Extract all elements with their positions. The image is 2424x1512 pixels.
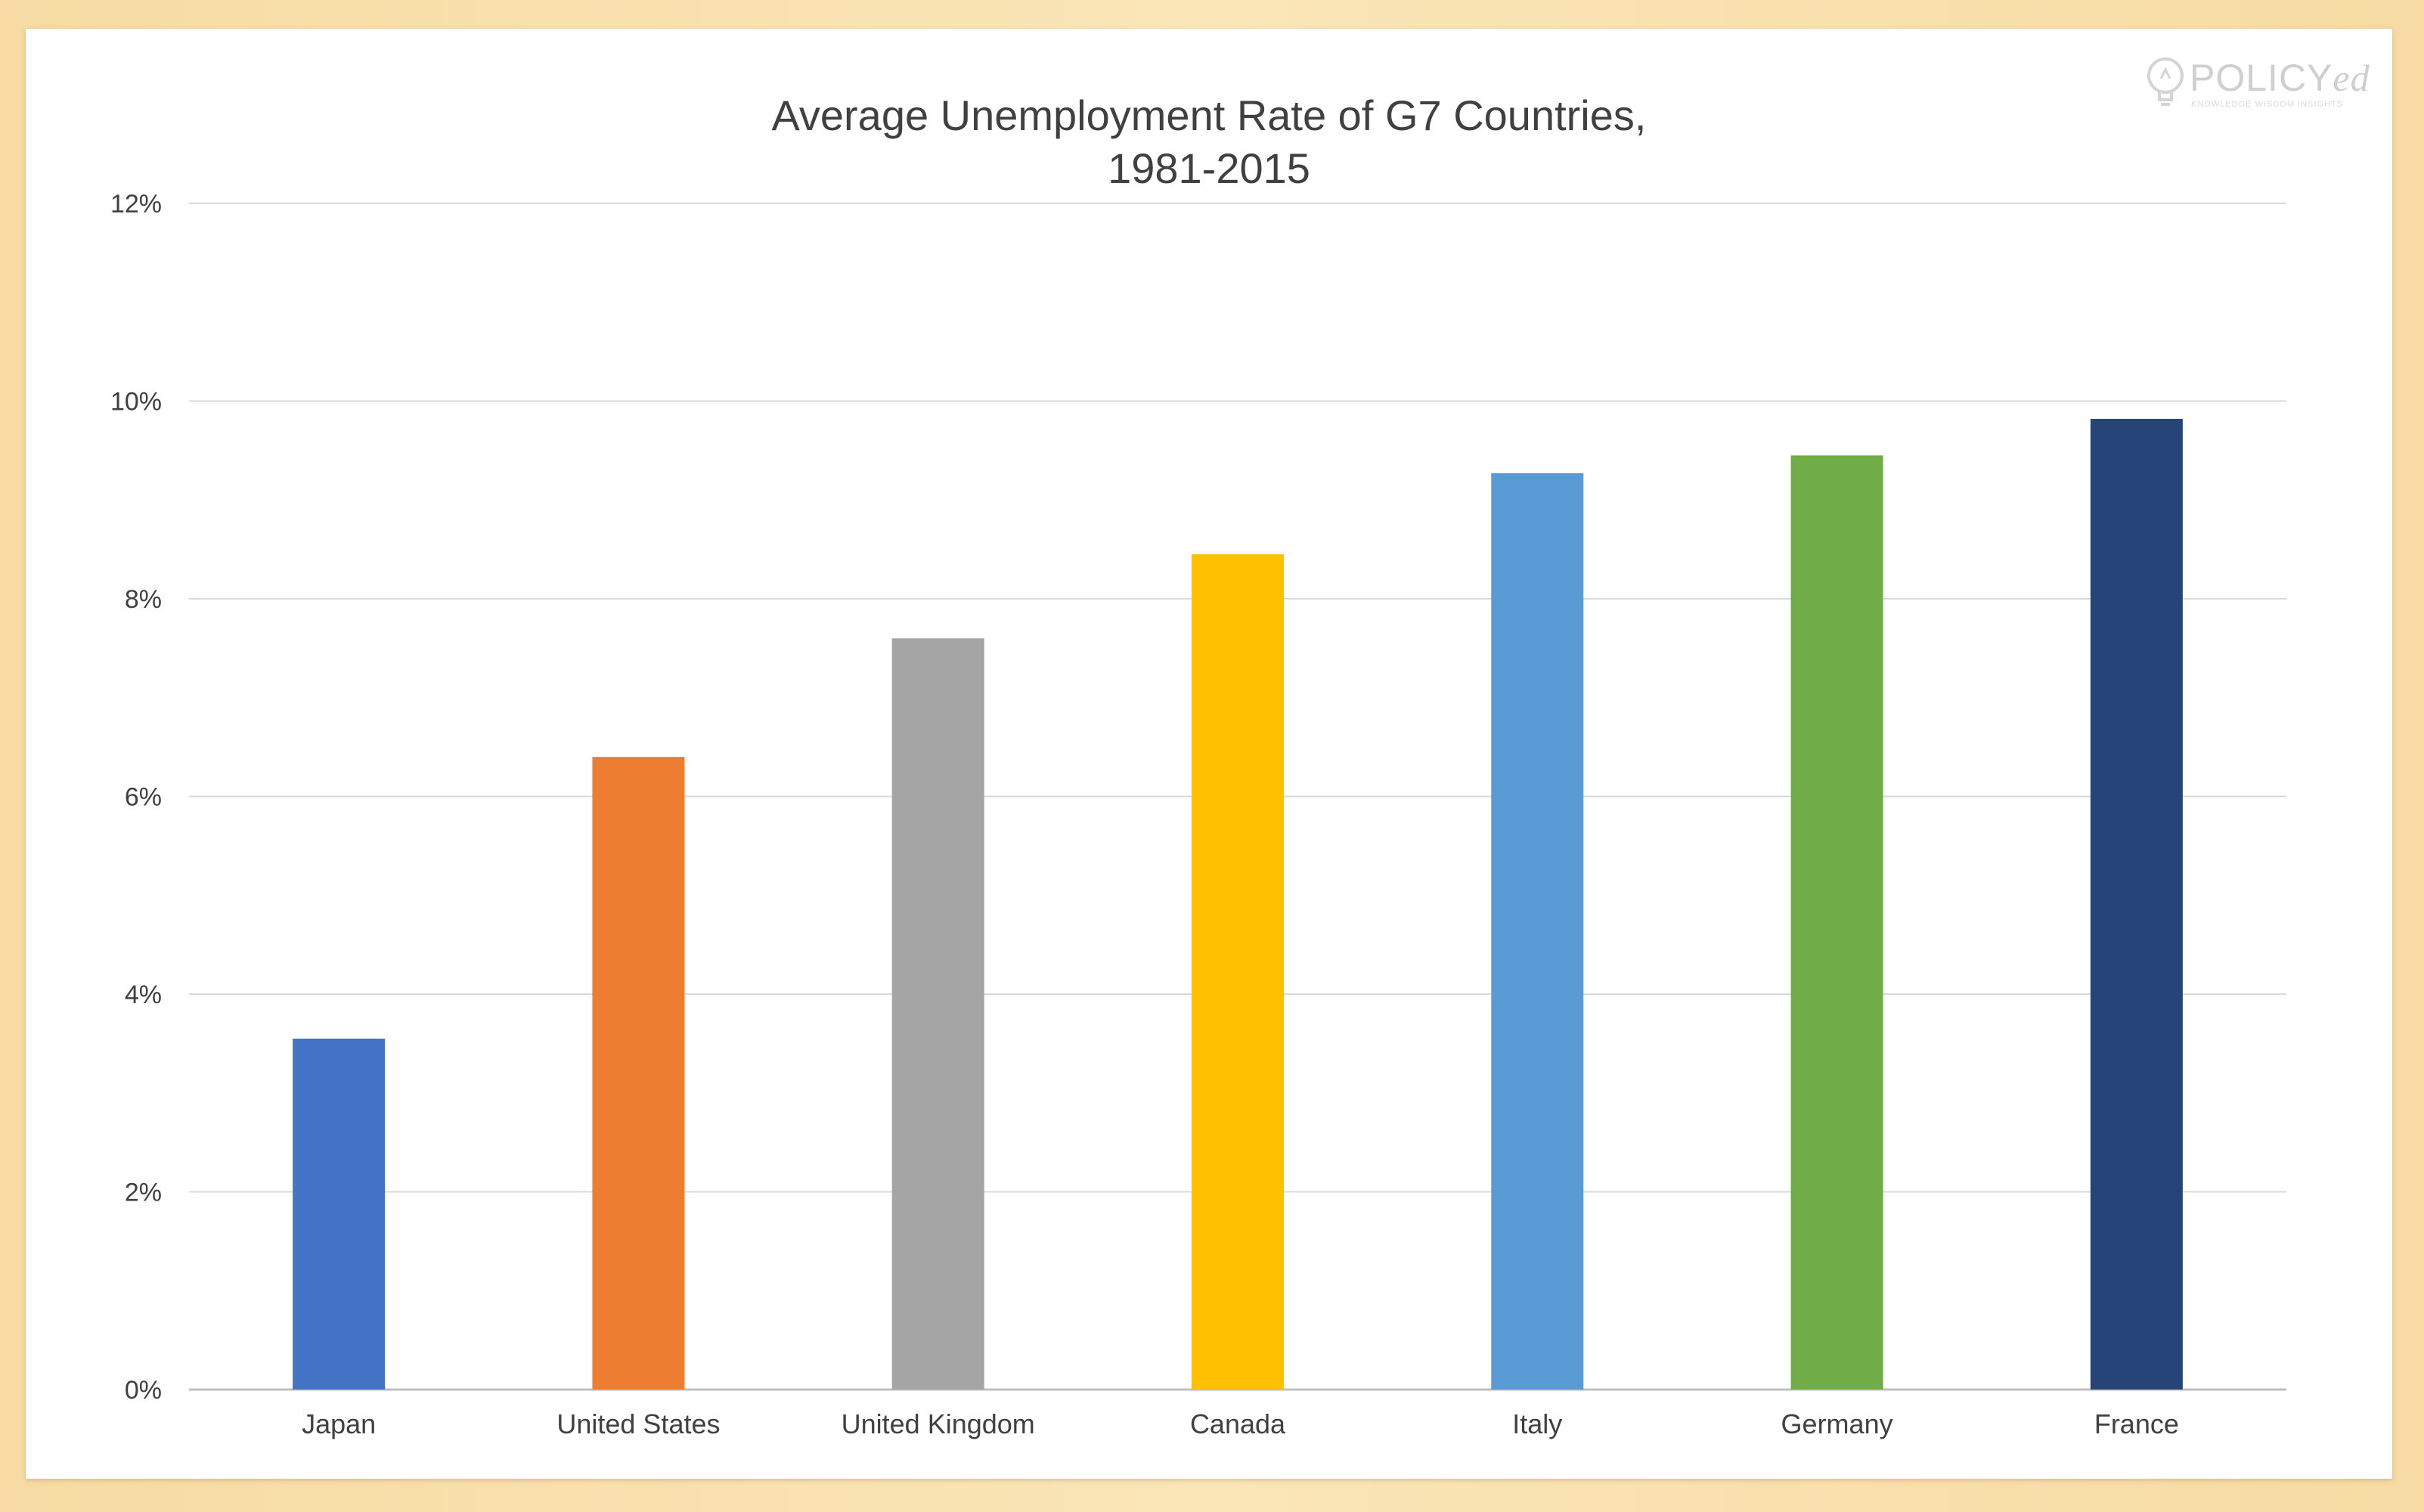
x-tick-label: Germany <box>1781 1408 1893 1439</box>
x-tick-label: United States <box>556 1408 720 1439</box>
bar-japan <box>293 1038 386 1390</box>
bar-canada <box>1192 554 1284 1390</box>
bars <box>293 419 2183 1390</box>
y-tick-label: 2% <box>125 1179 162 1207</box>
policyed-logo: POLICYed KNOWLEDGE WISDOM INSIGHTS <box>2143 50 2392 118</box>
bar-united-kingdom <box>891 638 984 1390</box>
x-tick-label: Japan <box>302 1408 376 1439</box>
bar-united-states <box>592 757 685 1390</box>
bar-italy <box>1491 472 1584 1390</box>
y-tick-label: 8% <box>125 585 162 614</box>
y-tick-label: 6% <box>125 783 162 812</box>
chart-title: Average Unemployment Rate of G7 Countrie… <box>26 89 2392 195</box>
x-axis: Japan United States United Kingdom Canada It… <box>302 1408 2179 1439</box>
logo-brand-suffix: ed <box>2333 57 2370 99</box>
bar-germany <box>1790 455 1883 1390</box>
y-tick-label: 4% <box>125 981 162 1009</box>
logo-wordmark: POLICYed <box>2190 56 2370 100</box>
y-tick-label: 12% <box>110 190 162 218</box>
y-tick-label: 0% <box>125 1376 162 1405</box>
bar-france <box>2090 419 2183 1390</box>
chart-title-line-2: 1981-2015 <box>1108 144 1310 192</box>
chart-title-line-1: Average Unemployment Rate of G7 Countrie… <box>771 91 1647 139</box>
x-tick-label: Italy <box>1512 1408 1562 1439</box>
chart-card: Average Unemployment Rate of G7 Countrie… <box>26 29 2392 1479</box>
logo-brand: POLICY <box>2190 57 2333 99</box>
x-tick-label: Canada <box>1190 1408 1286 1439</box>
y-axis: 0% 2% 4% 6% 8% 10% 12% <box>110 190 162 1405</box>
x-tick-label: France <box>2094 1408 2179 1439</box>
logo-tagline: KNOWLEDGE WISDOM INSIGHTS <box>2191 100 2344 109</box>
lightbulb-icon <box>2147 57 2184 106</box>
bar-chart: 0% 2% 4% 6% 8% 10% 12% Japan United States Unite… <box>110 190 2286 1439</box>
x-tick-label: United Kingdom <box>842 1408 1035 1439</box>
y-tick-label: 10% <box>110 388 162 417</box>
